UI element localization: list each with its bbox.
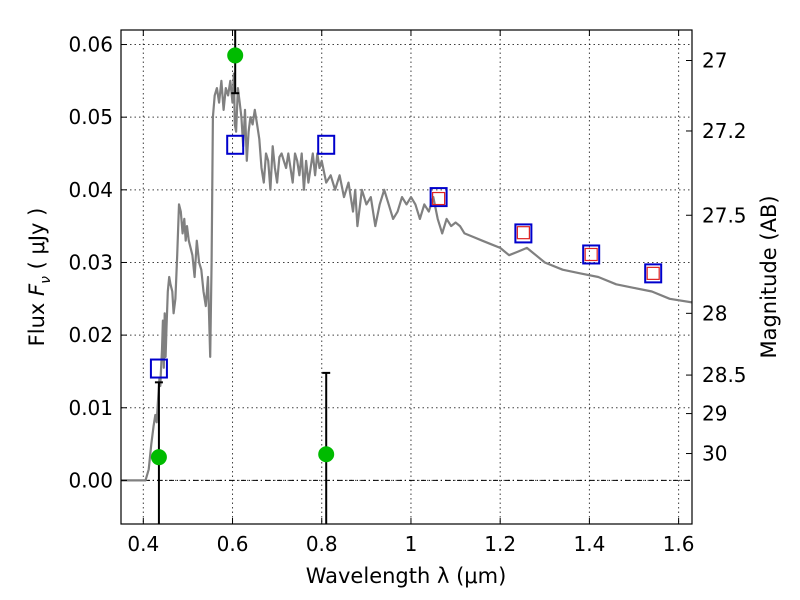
photometry-square (582, 244, 601, 265)
photometry-square (429, 187, 448, 208)
y-tick-label: 0.01 (68, 396, 113, 420)
measured-point (318, 446, 335, 463)
model-inner-square (584, 247, 598, 262)
y2-tick-label: 27.2 (702, 119, 747, 143)
measured-point (150, 449, 167, 466)
y-axis-label-subscript: ν (38, 276, 54, 284)
x-tick-label: 1.6 (663, 532, 695, 556)
y2-tick-label: 28.5 (702, 363, 747, 387)
measured-point (227, 47, 244, 64)
plot-background (121, 30, 692, 524)
series-layer (121, 30, 692, 524)
y-axis-label-symbol: F (25, 283, 49, 296)
right-axis-label: Magnitude (AB) (757, 195, 781, 358)
y2-tick-label: 27.5 (702, 203, 747, 227)
x-tick-label: 1 (405, 532, 418, 556)
plot-frame (120, 29, 693, 525)
photometry-square (644, 263, 663, 284)
grid-layer (121, 30, 692, 524)
x-tick-label: 0.8 (306, 532, 338, 556)
y-axis-label-units: ( μJy ) (25, 208, 49, 276)
y2-tick-label: 27 (702, 49, 727, 73)
y-axis-label-prefix: Flux (25, 296, 49, 346)
model-inner-square (516, 226, 530, 240)
model-inner-square (432, 191, 446, 206)
x-tick-label: 1.4 (573, 532, 605, 556)
photometry-square (149, 358, 168, 379)
photometry-square (317, 134, 336, 155)
y2-tick-label: 30 (702, 442, 727, 466)
y-axis-label: Flux Fν ( μJy ) (25, 208, 54, 347)
y2-tick-label: 28 (702, 301, 727, 325)
y-tick-label: 0.03 (68, 250, 113, 274)
y-tick-label: 0.05 (68, 105, 113, 129)
ticks-layer: 0.4 0.6 0.8 1 1.2 1.4 1.6 0.00 0.01 0.02 0.03 0.04 0… (68, 30, 747, 556)
y-tick-label: 0.04 (68, 178, 113, 202)
model-inner-square (646, 266, 660, 280)
sed-model-line (121, 72, 692, 482)
plot-area (121, 30, 692, 524)
x-tick-label: 1.2 (484, 532, 516, 556)
y-tick-label: 0.02 (68, 323, 113, 347)
x-axis-label: Wavelength λ (μm) (306, 564, 507, 588)
photometry-square (514, 223, 533, 244)
photometry-square (226, 134, 245, 155)
y-tick-label: 0.00 (68, 468, 113, 492)
y2-tick-label: 29 (702, 402, 727, 426)
y-tick-label: 0.06 (68, 33, 113, 57)
x-tick-label: 0.4 (127, 532, 159, 556)
x-tick-label: 0.6 (217, 532, 249, 556)
